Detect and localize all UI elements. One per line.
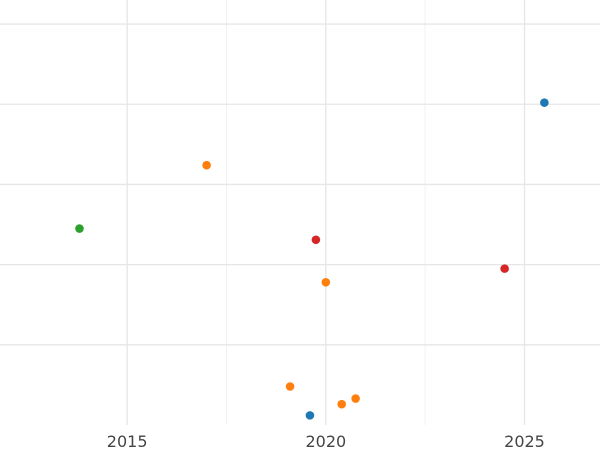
x-tick-label-2: 2025 — [504, 432, 545, 450]
grid — [0, 0, 600, 425]
data-point-9 — [500, 264, 509, 273]
data-point-3 — [321, 277, 331, 287]
data-point-0 — [540, 98, 549, 107]
x-axis-tick-labels: 2015 2020 2025 — [107, 432, 545, 450]
data-point-7 — [75, 224, 84, 233]
data-point-8 — [311, 235, 321, 245]
data-point-6 — [351, 394, 360, 403]
data-points — [75, 98, 549, 420]
data-point-2 — [202, 160, 211, 170]
data-point-5 — [337, 399, 347, 409]
data-point-4 — [285, 382, 295, 391]
data-point-1 — [305, 411, 315, 420]
x-tick-label-1: 2020 — [305, 432, 346, 450]
x-tick-label-0: 2015 — [107, 432, 148, 450]
